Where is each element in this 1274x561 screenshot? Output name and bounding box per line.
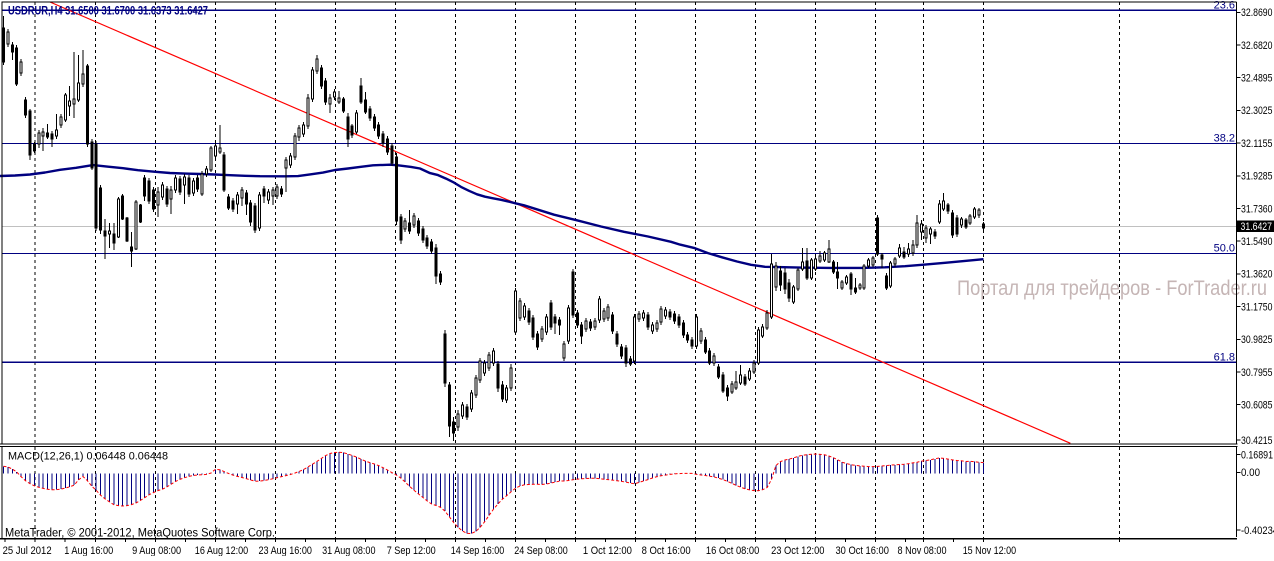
svg-text:MetaTrader, © 2001-2012, MetaQ: MetaTrader, © 2001-2012, MetaQuotes Soft… [5, 528, 275, 540]
svg-text:31 Aug 08:00: 31 Aug 08:00 [322, 545, 375, 556]
svg-text:USDRUR,H4 31.6500 31.6700 31.: USDRUR,H4 31.6500 31.6700 31.6373 31.642… [8, 4, 208, 18]
svg-text:15 Nov 12:00: 15 Nov 12:00 [963, 545, 1016, 556]
svg-text:32.6820: 32.6820 [1241, 40, 1273, 52]
svg-text:1 Oct 12:00: 1 Oct 12:00 [583, 545, 632, 556]
svg-text:0.00: 0.00 [1241, 467, 1260, 479]
svg-text:31.3620: 31.3620 [1241, 269, 1273, 281]
svg-text:30.9825: 30.9825 [1241, 334, 1273, 346]
svg-text:31.1750: 31.1750 [1241, 301, 1273, 313]
svg-text:30.4215: 30.4215 [1241, 435, 1273, 447]
svg-text:7 Sep 12:00: 7 Sep 12:00 [387, 545, 436, 556]
svg-text:14 Sep 16:00: 14 Sep 16:00 [451, 545, 504, 556]
svg-text:MACD(12,26,1) 0.06448 0.06448: MACD(12,26,1) 0.06448 0.06448 [8, 451, 168, 463]
svg-text:23 Aug 16:00: 23 Aug 16:00 [259, 545, 312, 556]
svg-text:25 Jul 2012: 25 Jul 2012 [3, 545, 52, 556]
svg-text:32.1155: 32.1155 [1241, 138, 1273, 150]
svg-text:0.16891: 0.16891 [1241, 449, 1273, 461]
svg-text:16 Aug 12:00: 16 Aug 12:00 [195, 545, 248, 556]
svg-text:32.8690: 32.8690 [1241, 7, 1273, 19]
svg-text:32.4895: 32.4895 [1241, 73, 1273, 85]
svg-text:23 Oct 12:00: 23 Oct 12:00 [771, 545, 824, 556]
svg-text:30.6085: 30.6085 [1241, 400, 1273, 412]
svg-text:32.3025: 32.3025 [1241, 105, 1273, 117]
svg-text:31.5490: 31.5490 [1241, 236, 1273, 248]
svg-text:30.7955: 30.7955 [1241, 367, 1273, 379]
svg-text:31.7360: 31.7360 [1241, 203, 1273, 215]
svg-text:Портал для трейдеров - ForTrad: Портал для трейдеров - ForTrader.ru [957, 277, 1267, 300]
svg-text:-0.40234: -0.40234 [1241, 525, 1274, 537]
svg-text:8 Oct 16:00: 8 Oct 16:00 [642, 545, 691, 556]
svg-text:50.0: 50.0 [1214, 242, 1235, 254]
svg-text:1 Aug 16:00: 1 Aug 16:00 [64, 545, 113, 556]
svg-text:31.9285: 31.9285 [1241, 171, 1273, 183]
svg-text:61.8: 61.8 [1214, 351, 1235, 363]
svg-text:30 Oct 16:00: 30 Oct 16:00 [836, 545, 889, 556]
svg-text:8 Nov 08:00: 8 Nov 08:00 [898, 545, 947, 556]
svg-text:31.6427: 31.6427 [1241, 221, 1273, 233]
svg-text:24 Sep 08:00: 24 Sep 08:00 [514, 545, 567, 556]
svg-text:9 Aug 08:00: 9 Aug 08:00 [132, 545, 181, 556]
svg-text:38.2: 38.2 [1214, 133, 1235, 145]
svg-text:16 Oct 08:00: 16 Oct 08:00 [706, 545, 759, 556]
